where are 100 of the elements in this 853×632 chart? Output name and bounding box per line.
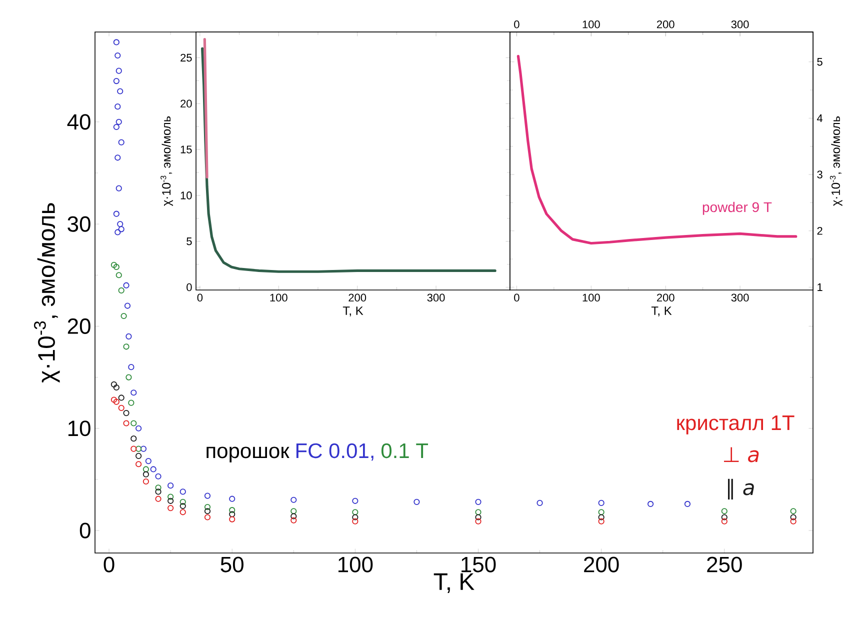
point	[648, 500, 654, 508]
x-tick-label: 300	[427, 294, 445, 302]
y2-tick-label: 4	[816, 114, 823, 122]
point	[110, 262, 118, 268]
point	[123, 420, 130, 426]
point	[155, 473, 162, 480]
point	[117, 221, 124, 228]
point	[130, 390, 137, 396]
point	[684, 500, 691, 508]
point	[136, 446, 142, 452]
point	[155, 488, 162, 495]
point	[130, 436, 137, 442]
point	[113, 124, 120, 130]
point	[113, 210, 120, 217]
point	[142, 478, 150, 485]
point	[598, 514, 604, 520]
point	[598, 518, 604, 524]
y2-axis-title: χ·10$^{-3}$, эмо/моль	[830, 116, 842, 206]
series-label: powder 9 T	[702, 202, 772, 215]
x-tick-label: 0	[197, 294, 203, 302]
point	[117, 88, 124, 94]
point	[140, 446, 147, 452]
point	[126, 374, 132, 380]
point	[110, 381, 118, 388]
series-label: FC 0.01,	[296, 443, 374, 461]
point	[118, 287, 124, 294]
y-axis-title: χ·10$^{-3}$, эмо/моль	[34, 203, 60, 383]
point	[352, 518, 358, 524]
point	[136, 452, 142, 459]
point	[128, 400, 134, 406]
x-axis-title: T, K	[342, 306, 364, 316]
point	[790, 508, 796, 514]
point	[116, 185, 122, 192]
line-series	[516, 54, 798, 245]
point	[113, 264, 120, 270]
point	[168, 505, 174, 512]
point	[113, 384, 120, 391]
x2-tick-label: 200	[656, 20, 674, 28]
point	[352, 498, 358, 504]
y-tick-label: 10	[180, 192, 192, 200]
point	[204, 504, 211, 510]
point	[126, 333, 132, 340]
x-tick-label: 50	[220, 556, 244, 572]
x2-tick-label: 100	[582, 20, 600, 28]
x2-tick-label: 300	[731, 20, 749, 28]
point	[136, 461, 142, 468]
point	[475, 509, 482, 516]
x-tick-label: 100	[270, 294, 288, 302]
point	[721, 518, 728, 524]
point	[114, 229, 121, 236]
x-tick-label: 0	[514, 294, 520, 302]
x-tick-label: 200	[584, 556, 619, 572]
y-tick-label: 0	[80, 522, 90, 538]
point	[790, 514, 796, 520]
point	[155, 484, 162, 491]
point	[598, 500, 604, 506]
point	[475, 518, 482, 524]
point	[118, 226, 124, 232]
y-tick-label: 15	[180, 146, 192, 154]
point	[475, 514, 482, 520]
point	[352, 514, 358, 520]
point	[414, 498, 420, 505]
annotation: порошок	[206, 446, 290, 462]
y-tick-label: 20	[180, 100, 192, 108]
point	[168, 482, 174, 489]
x-tick-label: 100	[338, 556, 373, 572]
point	[118, 404, 124, 411]
point	[180, 488, 186, 495]
y2-tick-label: 2	[817, 227, 822, 235]
x-axis-title: T, K	[434, 573, 474, 593]
x-tick-label: 100	[582, 294, 600, 302]
y-tick-label: 30	[68, 216, 90, 232]
point	[290, 517, 297, 524]
point	[130, 420, 137, 426]
point	[114, 154, 121, 161]
x-tick-label: 0	[104, 556, 114, 572]
series-label: ∥ a	[728, 478, 754, 500]
y-tick-label: 20	[68, 318, 90, 334]
y-tick-label: 5	[186, 238, 192, 246]
point	[204, 508, 211, 514]
y2-tick-label: 1	[818, 283, 822, 291]
point	[229, 511, 236, 518]
y-tick-label: 40	[67, 114, 90, 130]
point	[598, 509, 604, 516]
x2-tick-label: 0	[514, 20, 520, 28]
point	[180, 502, 186, 510]
x-axis-title: T, K	[651, 306, 672, 316]
point	[168, 494, 174, 500]
point	[118, 139, 124, 146]
point	[145, 458, 152, 464]
point	[204, 492, 211, 499]
point	[113, 398, 120, 405]
point	[180, 498, 186, 505]
point	[113, 78, 120, 84]
point	[229, 496, 236, 502]
point	[130, 446, 137, 452]
y-tick-label: 10	[68, 420, 90, 436]
line-series	[203, 38, 208, 178]
point	[536, 500, 543, 506]
point	[290, 496, 297, 503]
